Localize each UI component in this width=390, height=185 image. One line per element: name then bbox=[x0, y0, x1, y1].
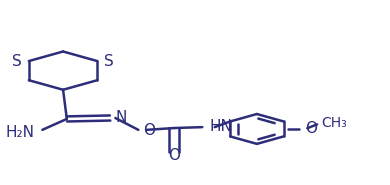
Text: HN: HN bbox=[210, 119, 233, 134]
Text: O: O bbox=[305, 121, 317, 137]
Text: H₂N: H₂N bbox=[6, 125, 35, 140]
Text: O: O bbox=[168, 148, 180, 163]
Text: S: S bbox=[12, 54, 22, 69]
Text: N: N bbox=[115, 110, 127, 125]
Text: O: O bbox=[144, 123, 156, 138]
Text: CH₃: CH₃ bbox=[321, 116, 347, 130]
Text: S: S bbox=[104, 54, 114, 69]
